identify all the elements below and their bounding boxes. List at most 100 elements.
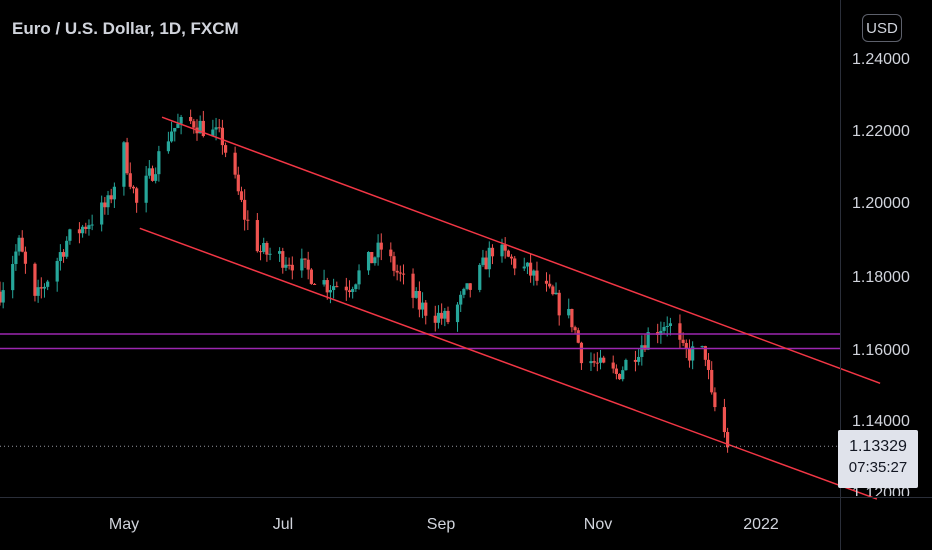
- candle-body: [103, 202, 107, 208]
- candle-body: [436, 312, 441, 323]
- candle-body: [611, 362, 615, 369]
- candle-body: [398, 272, 402, 274]
- chart-title: Euro / U.S. Dollar, 1D, FXCM: [12, 19, 239, 38]
- candle-body: [706, 359, 711, 370]
- candle-body: [691, 346, 695, 361]
- candle-body: [328, 290, 333, 293]
- candle-body: [624, 359, 628, 371]
- candle-body: [246, 219, 250, 221]
- candle-body: [154, 174, 158, 181]
- candle-body: [681, 339, 685, 344]
- candle-body: [287, 264, 291, 266]
- time-tick-label: 2022: [743, 516, 779, 533]
- candle-body: [373, 257, 377, 264]
- candle-body: [446, 310, 450, 323]
- candle-body: [265, 242, 269, 255]
- candle-body: [128, 173, 132, 187]
- candle-body: [424, 302, 428, 316]
- candle-body: [255, 220, 259, 252]
- candle-body: [11, 264, 15, 291]
- candle-body: [217, 127, 221, 129]
- candle-body: [262, 242, 266, 252]
- candle-body: [468, 283, 472, 290]
- time-tick-label: Nov: [583, 516, 613, 533]
- candle-body: [65, 240, 69, 257]
- candle-body: [637, 356, 641, 362]
- time-axis-separator: [0, 497, 932, 498]
- candlestick-series: [0, 109, 730, 453]
- price-axis-separator: [840, 0, 841, 550]
- candle-body: [567, 308, 571, 316]
- candle-body: [455, 304, 460, 323]
- candle-body: [344, 286, 348, 291]
- candle-body: [646, 332, 650, 350]
- candle-body: [309, 269, 313, 284]
- candle-body: [157, 151, 161, 175]
- candle-body: [640, 345, 644, 357]
- drawing-layer[interactable]: [0, 116, 881, 500]
- candle-body: [503, 244, 507, 251]
- candle-body: [223, 145, 228, 153]
- candle-body: [554, 292, 558, 295]
- candle-body: [179, 116, 183, 124]
- candle-body: [710, 369, 714, 393]
- price-tick-label: 1.12000: [852, 485, 910, 496]
- candle-body: [284, 264, 288, 268]
- candle-body: [243, 199, 247, 220]
- candle-body: [487, 247, 491, 270]
- candle-body: [370, 251, 374, 264]
- candle-body: [0, 291, 2, 303]
- candle-body: [525, 262, 530, 267]
- candle-body: [684, 343, 688, 349]
- candle-body: [513, 258, 517, 269]
- price-tick-label: 1.18000: [852, 269, 910, 286]
- candle-body: [570, 308, 574, 328]
- bar-countdown: 07:35:27: [848, 459, 908, 476]
- candle-body: [579, 342, 584, 364]
- candle-body: [576, 330, 580, 343]
- candle-body: [443, 310, 447, 319]
- candle-body: [201, 120, 205, 137]
- candle-body: [90, 224, 94, 226]
- candle-body: [347, 290, 352, 292]
- currency-button[interactable]: USD: [862, 14, 902, 42]
- candle-body: [46, 281, 50, 287]
- candle-body: [39, 287, 43, 289]
- candle-body: [106, 195, 110, 208]
- candle-body: [122, 142, 126, 187]
- candle-body: [662, 327, 666, 331]
- candle-body: [598, 357, 603, 363]
- candle-body: [392, 256, 396, 271]
- candle-body: [68, 229, 72, 241]
- candle-body: [509, 256, 514, 259]
- candle-body: [722, 407, 727, 433]
- candle-body: [395, 270, 399, 273]
- candle-body: [659, 330, 663, 335]
- candle-body: [379, 242, 383, 250]
- candle-body: [573, 327, 577, 331]
- candle-body: [281, 251, 285, 268]
- candle-body: [478, 264, 482, 290]
- candle-body: [303, 258, 307, 260]
- candle-body: [112, 186, 116, 200]
- candle-body: [617, 373, 622, 380]
- candle-body: [678, 323, 682, 340]
- candle-body: [58, 252, 62, 262]
- candle-body: [490, 247, 495, 257]
- candle-body: [401, 273, 406, 275]
- candle-body: [81, 226, 85, 234]
- candle-body: [665, 325, 669, 328]
- candle-body: [220, 127, 225, 146]
- candle-body: [484, 257, 488, 270]
- candle-body: [529, 262, 533, 276]
- candle-body: [109, 195, 113, 200]
- candle-body: [725, 432, 730, 448]
- candle-body: [239, 191, 244, 200]
- candle-body: [277, 251, 282, 254]
- candle-body: [169, 131, 174, 142]
- candle-body: [322, 280, 326, 285]
- candle-body: [357, 270, 361, 285]
- candle-body: [166, 141, 170, 152]
- last-price-value: 1.13329: [849, 438, 907, 455]
